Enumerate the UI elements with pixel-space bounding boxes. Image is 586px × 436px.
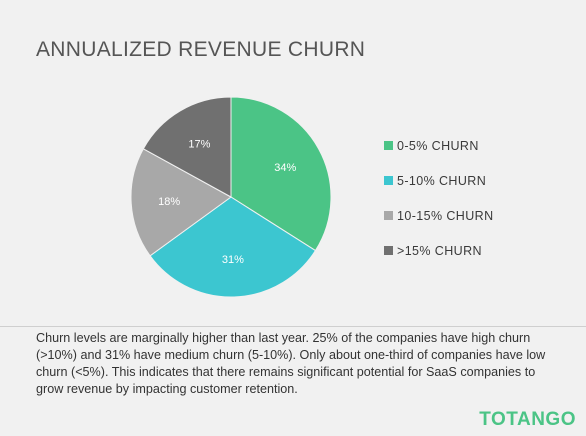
totango-logo: TOTANGO	[479, 409, 576, 430]
legend-item: 0-5% CHURN	[384, 128, 494, 163]
chart-description: Churn levels are marginally higher than …	[36, 331, 546, 396]
legend-label: >15% CHURN	[397, 243, 482, 258]
legend-label: 0-5% CHURN	[397, 138, 479, 153]
legend-item: 10-15% CHURN	[384, 198, 494, 233]
chart-legend: 0-5% CHURN 5-10% CHURN 10-15% CHURN >15% CH…	[384, 128, 494, 268]
pie-slice-label: 31%	[222, 254, 244, 266]
legend-swatch	[384, 176, 393, 185]
legend-label: 10-15% CHURN	[397, 208, 494, 223]
pie-slice	[130, 148, 232, 257]
pie-slice	[149, 196, 317, 298]
legend-item: 5-10% CHURN	[384, 163, 494, 198]
pie-slice-label: 34%	[274, 162, 296, 174]
chart-title: ANNUALIZED REVENUE CHURN	[36, 38, 366, 61]
divider	[0, 326, 586, 327]
legend-label: 5-10% CHURN	[397, 173, 487, 188]
pie-slice-labels: 34% 31% 18% 17%	[158, 139, 296, 266]
pie-slice-label: 17%	[188, 139, 210, 151]
legend-swatch	[384, 246, 393, 255]
legend-swatch	[384, 211, 393, 220]
pie-slice	[142, 96, 232, 198]
pie-slice-label: 18%	[158, 196, 180, 208]
legend-swatch	[384, 141, 393, 150]
pie-slice	[230, 96, 332, 252]
legend-item: >15% CHURN	[384, 233, 494, 268]
pie-slices	[130, 96, 332, 298]
